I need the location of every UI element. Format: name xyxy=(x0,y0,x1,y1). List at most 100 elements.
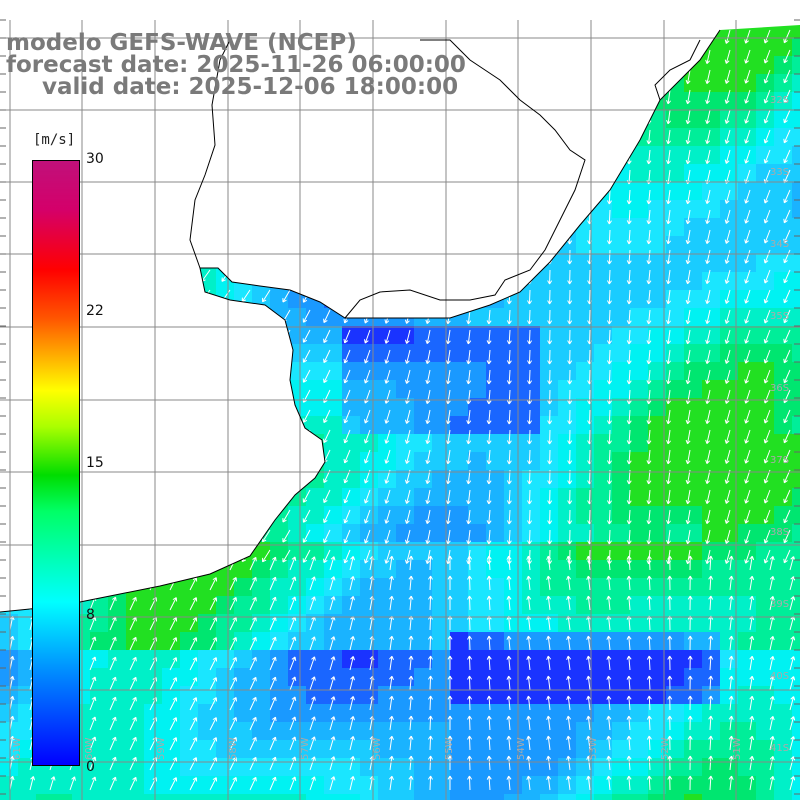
wind-speed-cell xyxy=(522,596,540,614)
latitude-label: 34S xyxy=(770,239,790,250)
wind-arrow xyxy=(744,549,751,564)
wind-speed-cell xyxy=(666,164,684,182)
wind-speed-cell xyxy=(666,92,684,110)
wind-speed-cell xyxy=(450,506,468,524)
wind-speed-cell xyxy=(774,164,792,182)
wind-speed-cell xyxy=(414,776,432,794)
wind-speed-cell xyxy=(504,452,522,470)
wind-speed-cell xyxy=(324,776,342,794)
wind-arrow xyxy=(527,429,533,445)
wind-arrow xyxy=(705,49,711,65)
wind-arrow xyxy=(506,715,512,731)
wind-arrow xyxy=(189,637,198,651)
wind-arrow xyxy=(646,755,652,771)
wind-arrow xyxy=(209,777,218,791)
wind-speed-cell xyxy=(432,416,450,434)
wind-arrow xyxy=(425,409,431,425)
wind-speed-cell xyxy=(270,542,288,560)
wind-speed-cell xyxy=(306,398,324,416)
wind-speed-cell xyxy=(702,722,720,740)
wind-speed-cell xyxy=(378,326,396,344)
wind-speed-cell xyxy=(468,560,486,578)
wind-speed-cell xyxy=(792,488,800,506)
wind-arrow xyxy=(606,389,612,405)
wind-arrow xyxy=(783,229,791,244)
wind-speed-cell xyxy=(504,632,522,650)
wind-arrow xyxy=(606,675,612,691)
wind-arrow xyxy=(289,756,297,771)
wind-arrow xyxy=(547,349,553,365)
wind-arrow xyxy=(783,209,791,224)
wind-speed-cell xyxy=(630,452,648,470)
wind-arrow xyxy=(646,249,652,265)
wind-arrow xyxy=(705,509,711,525)
wind-arrow xyxy=(783,349,791,364)
latitude-label: 41S xyxy=(770,743,790,754)
wind-speed-cell xyxy=(738,524,756,542)
wind-speed-cell xyxy=(702,578,720,596)
wind-arrow xyxy=(749,695,755,711)
colorbar-tick-22: 22 xyxy=(86,303,104,319)
wind-speed-cell xyxy=(558,488,576,506)
wind-speed-cell xyxy=(288,704,306,722)
wind-arrow xyxy=(606,289,612,305)
wind-speed-cell xyxy=(594,326,612,344)
wind-speed-cell xyxy=(342,380,360,398)
wind-arrow xyxy=(567,489,573,505)
wind-speed-cell xyxy=(612,452,630,470)
wind-speed-cell xyxy=(684,794,702,800)
wind-arrow xyxy=(349,756,355,771)
wind-speed-cell xyxy=(594,452,612,470)
wind-speed-cell xyxy=(360,560,378,578)
wind-speed-cell xyxy=(774,560,792,578)
wind-arrow xyxy=(586,735,592,751)
wind-arrow xyxy=(749,595,755,611)
wind-arrow xyxy=(724,69,731,84)
wind-arrow xyxy=(626,209,632,225)
wind-arrow xyxy=(728,755,734,771)
wind-speed-cell xyxy=(540,704,558,722)
wind-arrow xyxy=(109,776,117,791)
wind-speed-cell xyxy=(702,272,720,290)
wind-speed-cell xyxy=(756,164,774,182)
wind-speed-cell xyxy=(396,398,414,416)
wind-speed-cell xyxy=(684,74,702,92)
wind-speed-cell xyxy=(414,614,432,632)
wind-speed-cell xyxy=(756,236,774,254)
wind-speed-cell xyxy=(540,740,558,758)
wind-speed-cell xyxy=(360,380,378,398)
wind-arrow xyxy=(229,736,237,751)
wind-speed-cell xyxy=(108,614,126,632)
wind-speed-cell xyxy=(522,308,540,326)
wind-arrow xyxy=(547,529,553,545)
wind-arrow xyxy=(269,696,277,711)
wind-speed-cell xyxy=(702,524,720,542)
wind-speed-cell xyxy=(432,668,450,686)
wind-arrow xyxy=(705,549,711,565)
wind-arrow xyxy=(685,109,691,125)
wind-speed-cell xyxy=(324,794,342,800)
wind-speed-cell xyxy=(648,542,666,560)
wind-arrow xyxy=(129,596,137,611)
wind-speed-cell xyxy=(684,668,702,686)
wind-speed-cell xyxy=(702,200,720,218)
wind-speed-cell xyxy=(738,128,756,146)
wind-arrow xyxy=(769,595,775,611)
wind-speed-cell xyxy=(792,650,800,668)
wind-arrow xyxy=(384,349,391,364)
wind-arrow xyxy=(783,549,791,564)
wind-speed-cell xyxy=(396,722,414,740)
wind-speed-cell xyxy=(108,632,126,650)
wind-speed-cell xyxy=(792,668,800,686)
wind-speed-cell xyxy=(792,182,800,200)
wind-speed-cell xyxy=(504,380,522,398)
wind-speed-cell xyxy=(396,542,414,560)
wind-arrow xyxy=(229,596,237,611)
wind-arrow xyxy=(189,657,198,671)
wind-speed-cell xyxy=(612,326,630,344)
wind-speed-cell xyxy=(162,596,180,614)
wind-arrow xyxy=(169,617,178,631)
wind-arrow xyxy=(309,756,316,771)
wind-speed-cell xyxy=(720,308,738,326)
